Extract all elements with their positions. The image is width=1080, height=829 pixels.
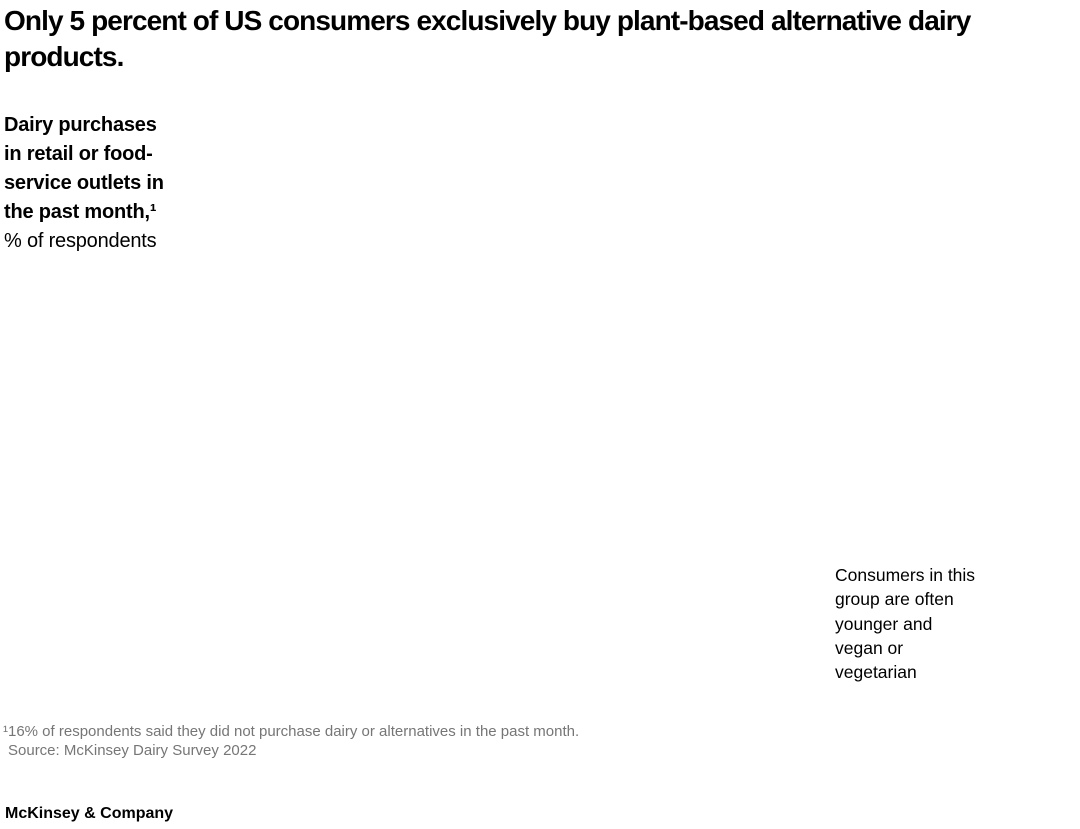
chart-label: Dairy purchases in retail or food- servi… — [4, 111, 219, 256]
chart-label-unit: % of respondents — [4, 230, 157, 252]
exhibit-title: Only 5 percent of US consumers exclusive… — [4, 5, 971, 72]
chart-plot-area — [224, 111, 820, 696]
source-line: Source: McKinsey Dairy Survey 2022 — [8, 742, 257, 759]
footnotes: ¹16% of respondents said they did not pu… — [3, 722, 903, 760]
mckinsey-company-logo: McKinsey & Company — [5, 805, 174, 822]
footnote-1: ¹16% of respondents said they did not pu… — [3, 723, 580, 740]
chart-annotation: Consumers in this group are often younge… — [835, 565, 976, 683]
chart-label-title: Dairy purchases in retail or food- servi… — [4, 114, 164, 223]
